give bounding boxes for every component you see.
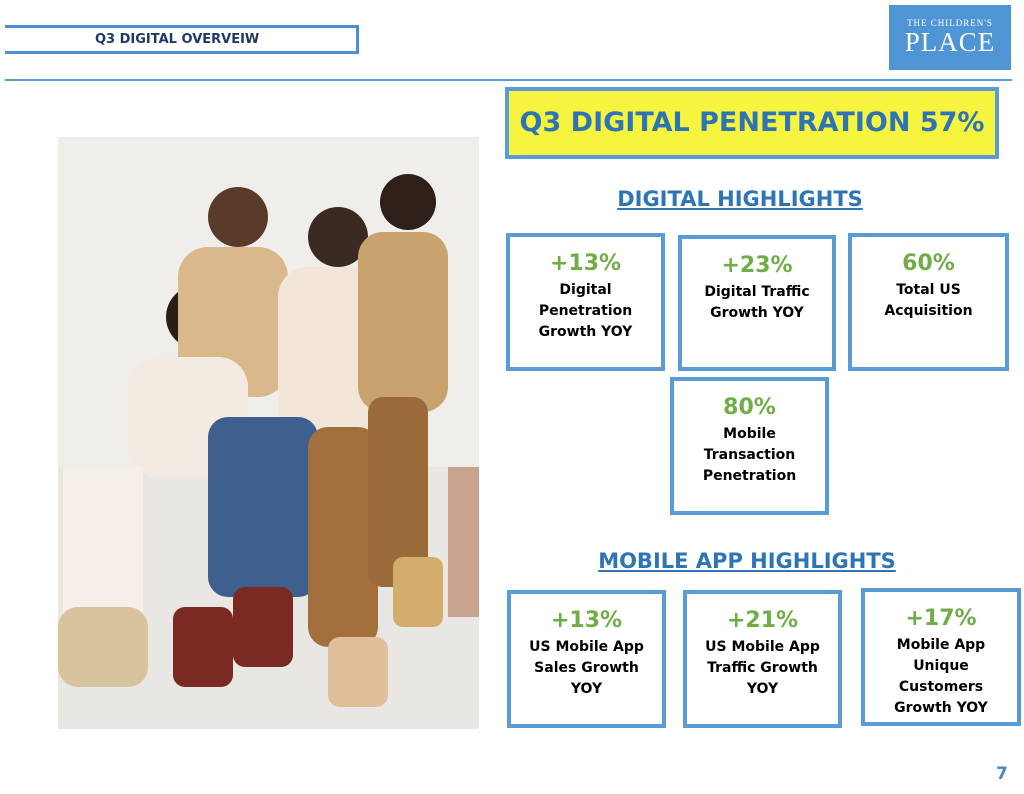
metric-label: Acquisition xyxy=(884,303,973,319)
logo-top: THE CHILDREN'S xyxy=(907,18,993,28)
metric-label: Sales Growth xyxy=(534,660,639,676)
metric-card: 80% Mobile Transaction Penetration xyxy=(670,377,829,515)
page-number: 7 xyxy=(996,764,1008,784)
metric-label: Transaction xyxy=(703,447,796,463)
metric-label: Growth YOY xyxy=(538,324,633,340)
metric-card: +17% Mobile App Unique Customers Growth YOY xyxy=(861,588,1021,726)
metric-label: Unique xyxy=(913,658,969,674)
metric-label: US Mobile App xyxy=(705,639,820,655)
metric-card: +21% US Mobile App Traffic Growth YOY xyxy=(683,590,842,728)
metric-label: Traffic Growth xyxy=(707,660,818,676)
divider xyxy=(5,79,1012,81)
logo-main: PLACE xyxy=(904,27,996,57)
metric-label: Digital xyxy=(559,282,612,298)
logo: THE CHILDREN'S PLACE xyxy=(889,5,1011,70)
metric-value: 80% xyxy=(723,395,776,420)
metric-value: +17% xyxy=(905,606,977,631)
metric-label: Penetration xyxy=(702,468,797,484)
metric-value: 60% xyxy=(902,251,955,276)
section-title: DIGITAL HIGHLIGHTS xyxy=(617,187,863,211)
metric-label: Mobile App xyxy=(896,637,986,653)
photo xyxy=(58,137,479,729)
metric-label: Penetration xyxy=(538,303,633,319)
section-title: MOBILE APP HIGHLIGHTS xyxy=(598,549,896,573)
metric-label: Growth YOY xyxy=(710,305,804,321)
metric-card: 60% Total US Acquisition xyxy=(848,233,1009,371)
metric-label: YOY xyxy=(746,681,779,697)
metric-value: +13% xyxy=(549,251,622,276)
header-title: Q3 DIGITAL OVERVEIW xyxy=(5,25,359,54)
metric-label: Mobile xyxy=(723,426,776,442)
metric-label: Total US xyxy=(896,282,961,298)
metric-value: +21% xyxy=(726,608,799,633)
metric-label: YOY xyxy=(570,681,603,697)
metric-card: +13% Digital Penetration Growth YOY xyxy=(506,233,665,371)
metric-label: Digital Traffic xyxy=(704,284,810,300)
metric-value: +13% xyxy=(550,608,623,633)
metric-card: +13% US Mobile App Sales Growth YOY xyxy=(507,590,666,728)
metric-label: Growth YOY xyxy=(894,700,988,716)
metric-label: US Mobile App xyxy=(529,639,644,655)
metric-label: Customers xyxy=(898,679,984,695)
metric-value: +23% xyxy=(721,253,793,278)
headline: Q3 DIGITAL PENETRATION 57% xyxy=(505,87,999,159)
metric-card: +23% Digital Traffic Growth YOY xyxy=(678,235,836,371)
